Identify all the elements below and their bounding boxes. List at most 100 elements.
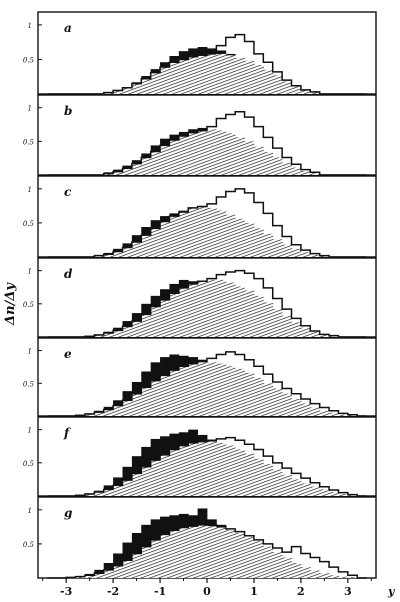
x-axis: -3 -2 -1 0 1 2 3 y [42, 578, 396, 598]
bar-hatched [169, 216, 180, 257]
bar-hatched [160, 375, 170, 416]
bar-hatched [141, 314, 152, 337]
bar-hatched [347, 415, 358, 416]
panel-d: d 1 0.5 [23, 257, 377, 338]
bar-hatched [113, 171, 123, 175]
bar-hatched [310, 172, 321, 175]
x-tick-label: 0 [203, 585, 211, 598]
bar-hatched [235, 137, 245, 175]
panel-letter: c [64, 185, 72, 199]
bar-hatched [329, 575, 339, 578]
bar-hatched [338, 494, 349, 496]
y-tick-label: 1 [28, 427, 32, 435]
bar-hatched [169, 370, 180, 416]
bar-hatched [291, 398, 302, 416]
panel-letter: e [64, 347, 72, 361]
bar-hatched [291, 322, 302, 337]
bar-hatched [188, 132, 199, 175]
bar-hatched [178, 527, 189, 578]
bar-hatched [141, 235, 152, 257]
bar-hatched [282, 474, 292, 496]
bar-hatched [160, 534, 170, 578]
bar-hatched [319, 489, 330, 496]
bar-hatched [207, 441, 217, 496]
bar-hatched [150, 460, 161, 496]
bar-hatched [150, 228, 161, 257]
bar-hatched [160, 299, 170, 337]
bar-hatched [338, 576, 349, 578]
bar-hatched [300, 170, 311, 175]
bar-hatched [291, 563, 302, 578]
bar-hatched [282, 81, 292, 94]
bar-hatched [310, 570, 321, 578]
bar-hatched [225, 133, 236, 175]
bar-open-outline [47, 269, 367, 338]
bar-hatched [84, 575, 95, 578]
panel-a: a 1 0.5 [23, 11, 377, 95]
bar-hatched [272, 239, 283, 257]
bar-hatched [207, 526, 217, 578]
bar-hatched [319, 334, 330, 337]
bar-hatched [131, 242, 142, 257]
bar-hatched [282, 393, 292, 416]
y-axis-label: Δn/Δy [3, 282, 18, 326]
bar-hatched [216, 130, 227, 175]
bar-hatched [197, 55, 208, 94]
bar-hatched [141, 387, 152, 416]
x-tick-label: 2 [297, 585, 305, 598]
bar-hatched [94, 573, 105, 578]
bar-hatched [310, 254, 321, 257]
bar-hatched [150, 151, 161, 175]
bar-hatched [207, 362, 217, 416]
bar-hatched [263, 464, 274, 496]
bar-hatched [131, 163, 142, 175]
bar-hatched [150, 306, 161, 337]
x-tick-label: 3 [344, 585, 352, 598]
y-tick-label: 0.5 [23, 301, 35, 309]
x-tick-label: -1 [154, 585, 166, 598]
bar-hatched [310, 331, 321, 337]
bar-hatched [263, 69, 274, 94]
bar-hatched [169, 293, 180, 337]
y-tick-label: 0.5 [23, 460, 35, 468]
bar-hatched [216, 442, 227, 496]
panels-layer: a 1 0.5 b 1 0.5 c 1 0.5 d 1 0.5 e 1 0.5 f 1 0.5 g 1 0.5 [23, 11, 377, 579]
bar-hatched [225, 530, 236, 578]
bar-hatched [188, 207, 199, 257]
bar-hatched [150, 72, 161, 94]
bar-hatched [169, 449, 180, 496]
bar-hatched [282, 315, 292, 337]
bar-hatched [338, 414, 349, 416]
y-tick-label: 1 [28, 22, 32, 30]
bar-hatched [272, 388, 283, 416]
panel-letter: f [63, 426, 71, 440]
bar-hatched [253, 146, 264, 175]
bar-hatched [103, 254, 114, 257]
bar-hatched [244, 453, 255, 496]
bar-hatched [122, 400, 133, 416]
bar-hatched [197, 362, 208, 416]
y-tick-label: 1 [28, 105, 32, 113]
bar-open-outline [47, 188, 367, 258]
bar-hatched [235, 218, 245, 257]
bar-hatched [131, 83, 142, 94]
y-tick-label: 0.5 [23, 138, 35, 146]
bar-hatched [291, 167, 302, 175]
bar-hatched [122, 247, 133, 257]
bar-hatched [235, 449, 245, 496]
bar-hatched [216, 210, 227, 257]
bar-hatched [160, 145, 170, 175]
bar-hatched [141, 466, 152, 496]
bar-hatched [131, 473, 142, 496]
bar-hatched [291, 86, 302, 94]
bar-hatched [141, 546, 152, 578]
bar-hatched [244, 222, 255, 257]
bar-hatched [216, 53, 227, 94]
bar-hatched [188, 283, 199, 337]
bar-hatched [244, 290, 255, 337]
bar-hatched [225, 55, 236, 94]
bar-hatched [188, 56, 199, 94]
bar-hatched [253, 64, 264, 94]
bar-hatched [197, 524, 208, 578]
bar-hatched [178, 135, 189, 175]
